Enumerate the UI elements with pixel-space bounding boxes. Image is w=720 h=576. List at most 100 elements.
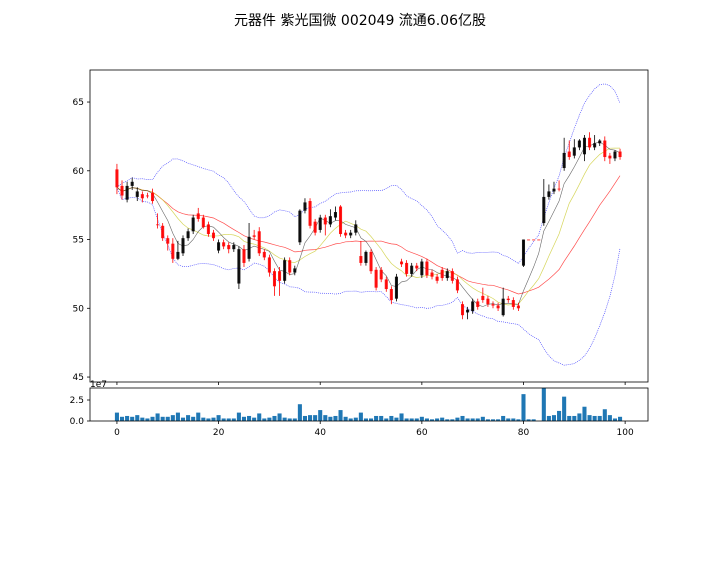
candle xyxy=(303,198,307,214)
price-axes-frame xyxy=(89,69,649,383)
volume-bar xyxy=(379,415,384,421)
candle-body xyxy=(552,188,556,192)
boll-lower-line xyxy=(116,187,621,366)
candle-body xyxy=(298,210,302,243)
volume-bar xyxy=(201,417,206,421)
volume-bar xyxy=(318,410,323,421)
candle xyxy=(557,180,561,192)
candle-body xyxy=(521,239,526,266)
volume-bar xyxy=(262,418,267,421)
x-tick-label: 40 xyxy=(314,428,326,438)
candle-body xyxy=(196,213,200,219)
volume-bar xyxy=(287,418,292,421)
candle xyxy=(298,209,302,246)
candle-body xyxy=(542,196,546,224)
candle xyxy=(501,287,505,317)
volume-bar xyxy=(155,413,160,421)
x-tick-label: 100 xyxy=(617,428,634,438)
candle xyxy=(608,152,612,164)
volume-bar xyxy=(119,416,125,421)
candle-body xyxy=(171,243,175,259)
volume-bar xyxy=(424,418,429,421)
volume-bar xyxy=(526,419,531,421)
candle xyxy=(140,191,144,203)
candle xyxy=(318,214,322,233)
ma10-line xyxy=(116,147,620,306)
candle-body xyxy=(618,151,622,158)
candle xyxy=(135,187,139,202)
candle xyxy=(222,239,226,250)
candle-body xyxy=(354,224,358,233)
volume-bar xyxy=(236,412,241,421)
candle-body xyxy=(349,232,353,236)
candle-body xyxy=(166,238,170,244)
candle-body xyxy=(577,140,581,148)
candle xyxy=(171,238,175,263)
volume-bar xyxy=(338,410,343,421)
x-tick-label: 0 xyxy=(114,428,120,438)
volume-bar xyxy=(394,417,399,421)
candle xyxy=(247,223,251,262)
candle xyxy=(328,209,332,228)
volume-bar xyxy=(597,415,602,421)
volume-bar xyxy=(160,416,165,421)
x-tick-label: 60 xyxy=(416,428,428,438)
candle xyxy=(618,148,622,160)
candle-body xyxy=(115,169,119,188)
volume-bar xyxy=(374,415,379,421)
candle xyxy=(603,136,607,162)
candle xyxy=(521,239,526,268)
candle-body xyxy=(511,300,515,307)
candle xyxy=(547,184,551,200)
candle xyxy=(257,227,261,257)
candle xyxy=(440,267,444,281)
volume-bar xyxy=(191,416,196,421)
candle-body xyxy=(369,251,373,272)
volume-bar xyxy=(618,416,623,421)
candle xyxy=(166,235,170,251)
candle xyxy=(577,139,581,151)
candle xyxy=(252,229,256,240)
candle xyxy=(201,214,205,229)
volume-bar xyxy=(196,412,201,421)
candle xyxy=(379,267,383,283)
candle-body xyxy=(191,217,195,232)
volume-bar xyxy=(460,415,465,421)
candle xyxy=(445,268,449,281)
ma5-line xyxy=(116,141,621,307)
volume-bar xyxy=(404,418,409,421)
candle xyxy=(186,228,190,241)
boll-upper-line xyxy=(116,83,621,264)
volume-bar xyxy=(480,416,485,421)
candle xyxy=(450,268,454,284)
candle xyxy=(354,220,358,236)
candle-body xyxy=(156,224,160,226)
volume-bar xyxy=(572,415,577,421)
volume-bar xyxy=(302,415,307,421)
volume-bar xyxy=(592,415,597,421)
candle-body xyxy=(339,206,343,235)
candle xyxy=(491,301,495,309)
candle-body xyxy=(471,301,475,312)
candle xyxy=(308,198,312,229)
candle-body xyxy=(323,217,327,225)
candle-body xyxy=(272,271,276,287)
candle-body xyxy=(389,289,393,301)
candle-body xyxy=(588,137,592,148)
candle-body xyxy=(318,217,322,230)
candle-body xyxy=(532,239,536,241)
candle xyxy=(552,181,556,195)
volume-bar xyxy=(186,415,191,421)
candle xyxy=(415,262,419,272)
volume-bar xyxy=(516,419,521,421)
candle xyxy=(293,265,297,276)
volume-bar xyxy=(216,415,221,421)
volume-bar xyxy=(272,415,277,421)
y-tick-label: 50 xyxy=(73,304,85,314)
candle-body xyxy=(537,239,541,241)
candle-body xyxy=(120,185,124,196)
volume-bar xyxy=(389,415,394,421)
volume-bar xyxy=(607,415,612,421)
candle-body xyxy=(242,249,246,263)
volume-bar xyxy=(419,416,424,421)
